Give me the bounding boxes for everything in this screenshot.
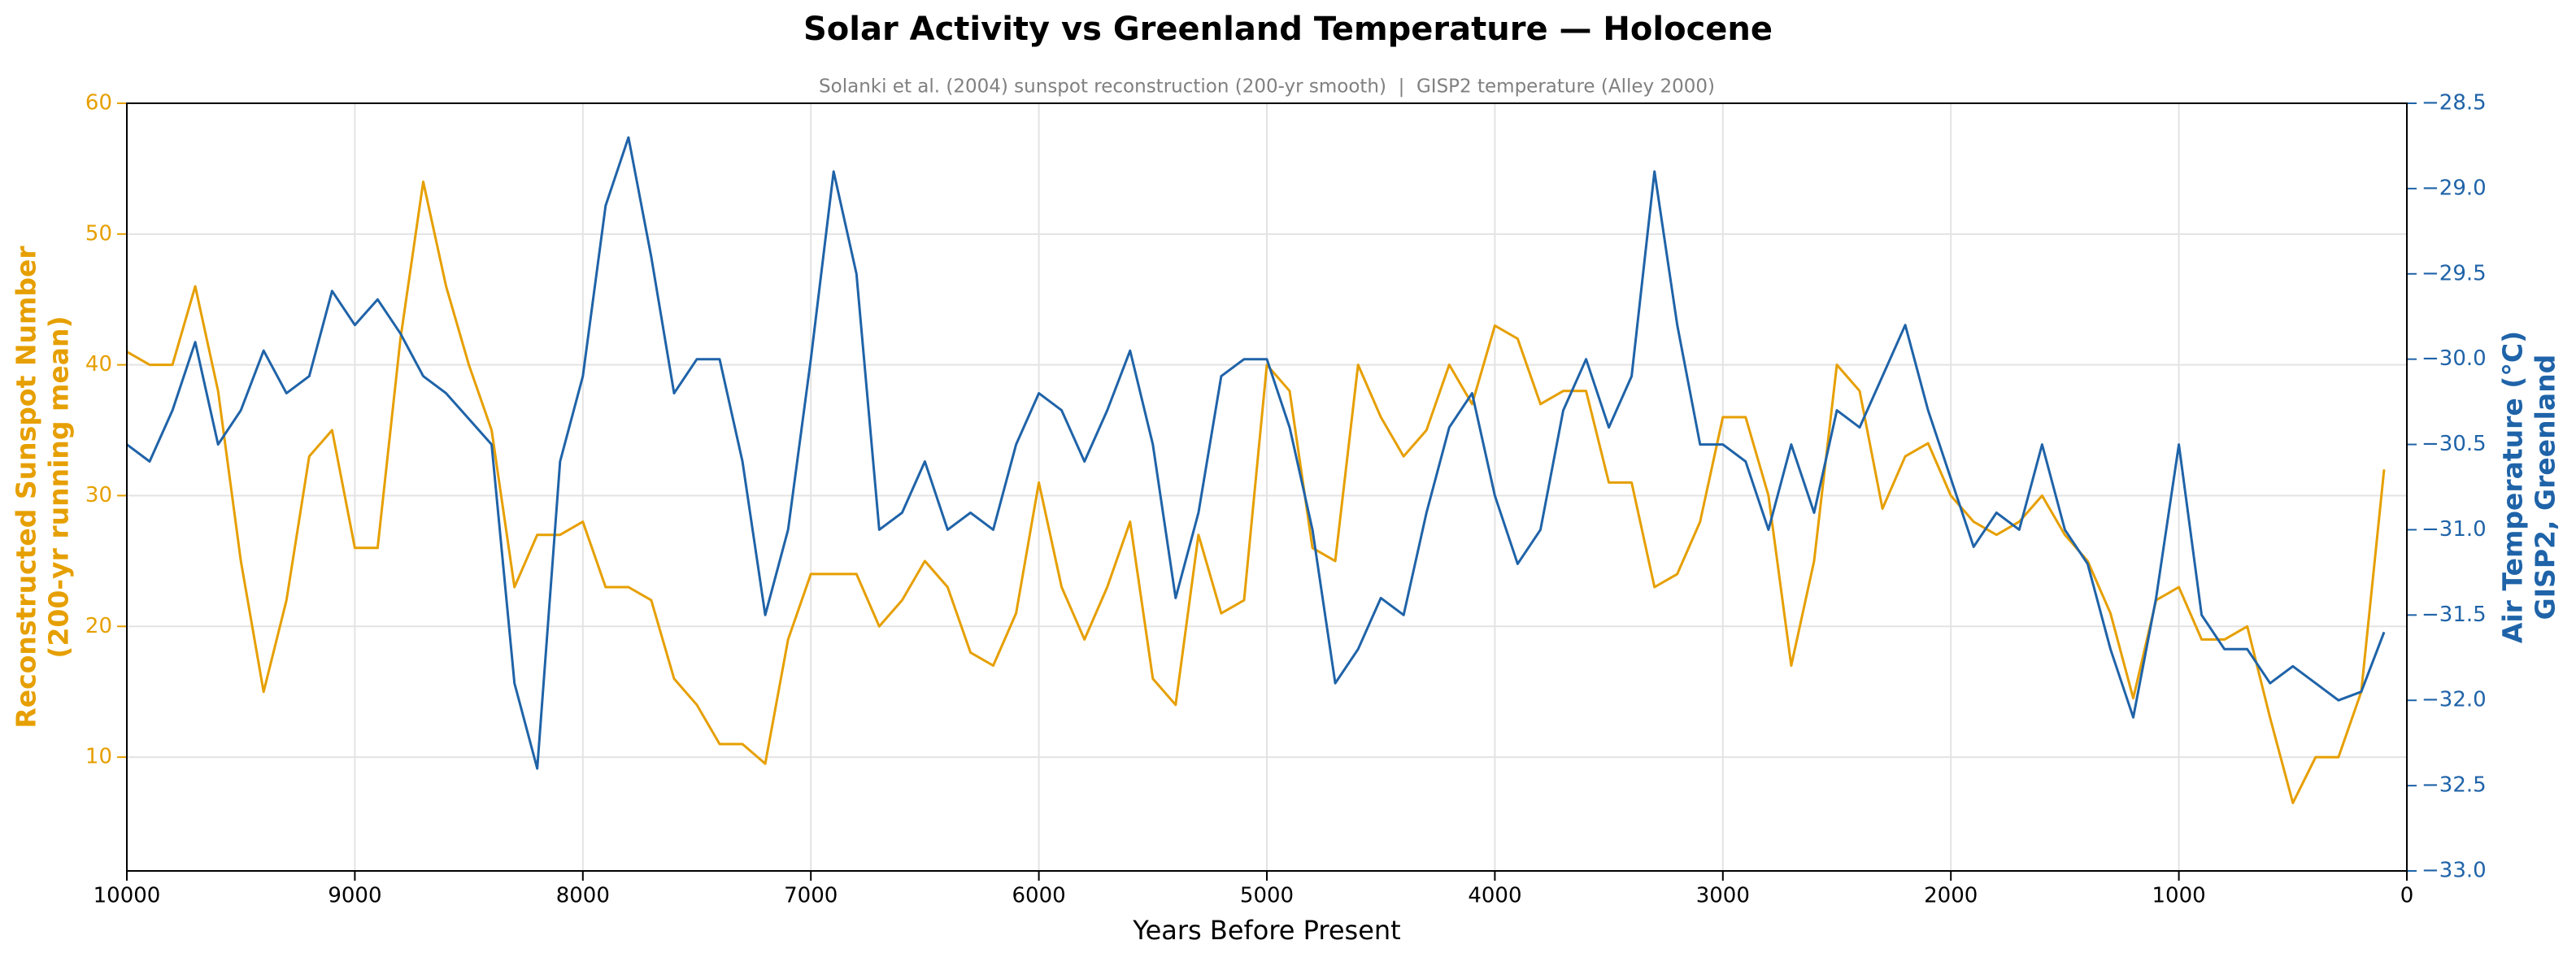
y2-tick-label: −29.0 <box>2422 176 2487 200</box>
chart-title: Solar Activity vs Greenland Temperature … <box>803 11 1773 48</box>
y2-tick-label: −29.5 <box>2422 261 2487 285</box>
y-tick-label: 60 <box>85 91 112 115</box>
x-tick-label: 1000 <box>2152 884 2206 908</box>
y-axis-label: Reconstructed Sunspot Number <box>11 246 42 729</box>
y2-tick-label: −28.5 <box>2422 91 2487 115</box>
y2-tick-label: −31.0 <box>2422 517 2487 542</box>
x-axis-label: Years Before Present <box>1132 915 1400 946</box>
y-axis-label: (200-yr running mean) <box>43 316 75 658</box>
y2-axis-label: GISP2, Greenland <box>2530 355 2561 620</box>
y-tick-label: 10 <box>85 745 112 769</box>
y2-tick-label: −31.5 <box>2422 603 2487 627</box>
x-tick-label: 6000 <box>1012 884 1066 908</box>
x-tick-label: 4000 <box>1468 884 1521 908</box>
x-tick-label: 5000 <box>1240 884 1294 908</box>
plot-frame <box>126 102 2408 872</box>
x-tick-label: 10000 <box>94 884 161 908</box>
x-tick-label: 9000 <box>328 884 381 908</box>
y2-axis-label: Air Temperature (°C) <box>2497 331 2529 643</box>
data-line <box>126 136 2386 770</box>
x-tick-label: 0 <box>2400 884 2414 908</box>
y2-tick-label: −32.0 <box>2422 688 2487 712</box>
y-tick-label: 50 <box>85 221 112 246</box>
y2-tick-label: −33.0 <box>2422 859 2487 883</box>
y-tick-label: 30 <box>85 483 112 507</box>
y2-tick-label: −30.5 <box>2422 432 2487 456</box>
y2-tick-label: −32.5 <box>2422 773 2487 798</box>
data-line <box>126 181 2386 804</box>
x-tick-label: 8000 <box>556 884 610 908</box>
y-tick-label: 20 <box>85 614 112 638</box>
x-tick-label: 7000 <box>784 884 838 908</box>
x-tick-label: 2000 <box>1924 884 1978 908</box>
x-tick-label: 3000 <box>1696 884 1750 908</box>
y2-tick-label: −30.0 <box>2422 346 2487 371</box>
chart-subtitle: Solanki et al. (2004) sunspot reconstruc… <box>819 76 1715 98</box>
y-tick-label: 40 <box>85 352 112 377</box>
